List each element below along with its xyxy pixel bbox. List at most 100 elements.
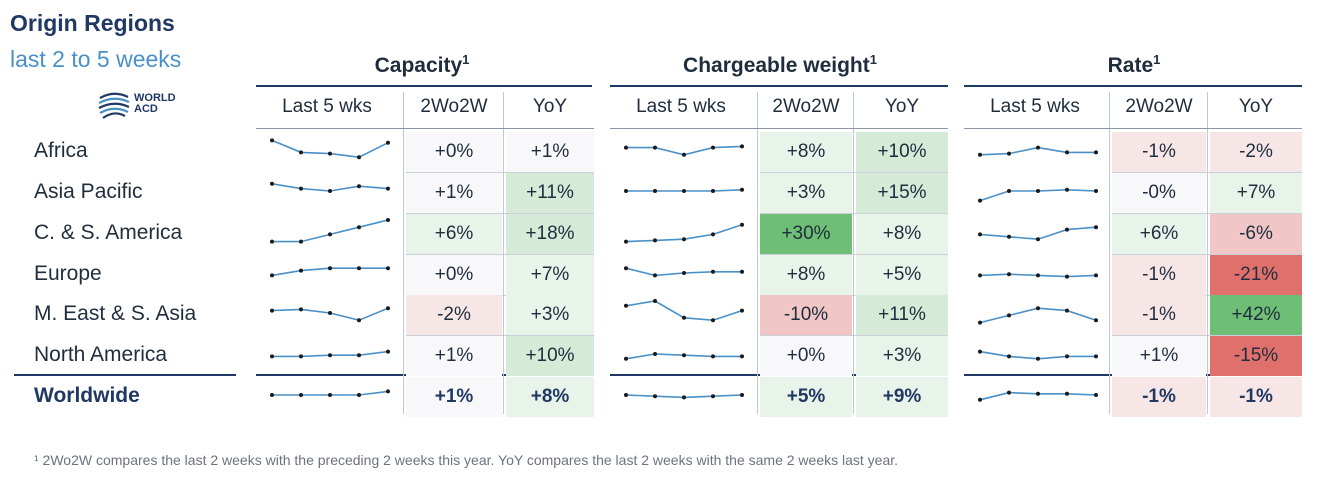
sparkline-point xyxy=(978,273,982,278)
row-label: Asia Pacific xyxy=(34,180,143,203)
sparkline-point xyxy=(357,266,361,271)
rate-sparkline xyxy=(978,187,1098,203)
sparkline-point xyxy=(357,184,361,189)
cap-col-last5-header: Last 5 wks xyxy=(282,96,372,117)
cap-yoy-cell: +10% xyxy=(506,336,594,376)
sparkline-point xyxy=(1094,354,1098,359)
cw-row-separator xyxy=(760,213,948,214)
section-chargeable-title: Chargeable weight1 xyxy=(683,52,877,77)
sparkline-point xyxy=(386,306,390,311)
rate-sparkline xyxy=(978,349,1098,361)
sparkline-point xyxy=(624,356,628,361)
cap-row-separator xyxy=(406,213,594,214)
sparkline-point xyxy=(1094,225,1098,230)
sparkline-point xyxy=(1065,187,1069,192)
sparkline-point xyxy=(1065,227,1069,232)
sparkline-point xyxy=(711,232,715,237)
sparkline-point xyxy=(270,354,274,359)
section-chargeable-rule xyxy=(610,85,948,87)
cw-sparkline xyxy=(624,187,744,193)
sparkline-point xyxy=(1065,308,1069,313)
sparkline-point xyxy=(653,394,657,399)
logo-text: WORLD ACD xyxy=(134,93,176,115)
sparkline-point xyxy=(1007,151,1011,156)
rate-header-underline xyxy=(964,128,1302,129)
sparkline-point xyxy=(299,307,303,312)
cw-2wo2w-cell: +8% xyxy=(760,132,852,172)
page-subtitle: last 2 to 5 weeks xyxy=(10,46,182,72)
sparkline-point xyxy=(978,320,982,325)
cap-yoy-cell: +18% xyxy=(506,214,594,254)
cw-yoy-cell: +11% xyxy=(856,295,948,335)
sparkline-point xyxy=(1094,393,1098,397)
sparkline-point xyxy=(328,311,332,315)
sparkline-point xyxy=(978,232,982,237)
cw-header-sep-2 xyxy=(853,92,854,132)
row-label-worldwide: Worldwide xyxy=(34,384,140,407)
sparkline-point xyxy=(653,273,657,278)
rate-2wo2w-cell: -1% xyxy=(1112,255,1206,295)
sparkline-point xyxy=(1007,354,1011,359)
sparkline-point xyxy=(1036,306,1040,311)
cap-2wo2w-cell: +0% xyxy=(406,132,502,172)
sparkline-point xyxy=(1065,391,1069,396)
cw-header-underline xyxy=(610,128,948,129)
sparkline-point xyxy=(1036,237,1040,242)
cap-2wo2w-cell: +0% xyxy=(406,255,502,295)
sparkline-point xyxy=(740,354,744,359)
sparkline-point xyxy=(357,155,361,160)
sparkline-point xyxy=(1094,318,1098,323)
sparkline-point xyxy=(328,353,332,358)
page-title: Origin Regions xyxy=(10,10,175,36)
rate-yoy-cell: -1% xyxy=(1210,377,1302,417)
cap-col-2wo2w-header: 2Wo2W xyxy=(420,96,488,117)
sparkline-point xyxy=(386,389,390,394)
rate-2wo2w-cell: -1% xyxy=(1112,132,1206,172)
rate-col-yoy-header: YoY xyxy=(1238,96,1274,117)
sparkline-point xyxy=(386,266,390,271)
cap-sparkline xyxy=(270,138,390,160)
logo-line1: WORLD xyxy=(134,92,176,104)
sparkline-point xyxy=(270,181,274,186)
cap-header-underline xyxy=(256,128,594,129)
cw-col-last5-header: Last 5 wks xyxy=(636,96,726,117)
sparkline-point xyxy=(1007,189,1011,193)
sparkline-point xyxy=(682,271,686,275)
cap-yoy-cell: +1% xyxy=(506,132,594,172)
row-label: Africa xyxy=(34,139,88,162)
cw-yoy-cell: +3% xyxy=(856,336,948,376)
sparkline-point xyxy=(1094,273,1098,278)
sparkline-point xyxy=(740,187,744,192)
sparkline-point xyxy=(270,273,274,278)
cw-sparkline xyxy=(624,144,744,157)
cw-body-sep-1 xyxy=(757,132,758,414)
sparkline-point xyxy=(624,266,628,271)
rate-yoy-cell: -6% xyxy=(1210,214,1302,254)
rate-sparkline xyxy=(978,272,1098,279)
sparkline-point xyxy=(682,189,686,193)
sparkline-point xyxy=(624,303,628,308)
sparkline-point xyxy=(682,395,686,400)
cap-sparkline xyxy=(270,181,390,193)
cw-yoy-cell: +8% xyxy=(856,214,948,254)
row-label: M. East & S. Asia xyxy=(34,302,197,325)
logo-line2: ACD xyxy=(134,103,158,115)
sparkline-point xyxy=(1036,391,1040,396)
sparkline-point xyxy=(624,239,628,244)
cw-row-separator xyxy=(760,254,948,255)
sparkline-point xyxy=(653,352,657,356)
sparkline-point xyxy=(270,138,274,143)
sparkline-point xyxy=(299,393,303,397)
cw-sparkline xyxy=(624,393,744,400)
rate-header-sep-2 xyxy=(1207,92,1208,132)
sparkline-point xyxy=(682,237,686,242)
rate-sparkline xyxy=(978,225,1098,242)
sparkline-point xyxy=(682,315,686,320)
sparkline-point xyxy=(270,393,274,397)
sparkline-point xyxy=(682,152,686,157)
globe-icon xyxy=(98,92,130,119)
rate-2wo2w-cell: -1% xyxy=(1112,295,1206,335)
cw-sparkline xyxy=(624,222,744,244)
sparkline-point xyxy=(653,299,657,303)
cap-header-sep-2 xyxy=(503,92,504,132)
